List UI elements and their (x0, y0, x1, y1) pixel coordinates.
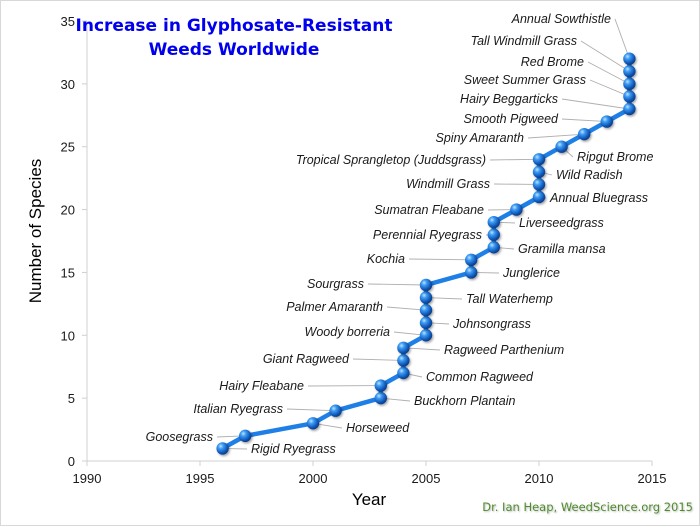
leader-line (562, 99, 629, 109)
data-point-marker (488, 241, 500, 253)
y-tick-label: 30 (61, 77, 75, 92)
data-point-marker (329, 405, 341, 417)
point-label: Tall Waterhemp (466, 292, 553, 306)
data-point-marker (239, 430, 251, 442)
point-label: Common Ragweed (426, 370, 534, 384)
data-point-marker (623, 103, 635, 115)
data-point-marker (307, 417, 319, 429)
y-tick-label: 25 (61, 140, 75, 155)
point-label: Palmer Amaranth (286, 300, 383, 314)
x-tick-label: 2015 (638, 471, 667, 486)
point-label: Ripgut Brome (577, 150, 653, 164)
data-point-marker (510, 203, 522, 215)
point-label: Liverseedgrass (519, 216, 604, 230)
point-label: Italian Ryegrass (193, 402, 283, 416)
data-point-marker (420, 329, 432, 341)
data-point-marker (397, 367, 409, 379)
data-point-marker (623, 65, 635, 77)
data-point-marker (420, 304, 432, 316)
chart-title-line-1: Increase in Glyphosate-Resistant (76, 16, 393, 36)
data-point-marker (578, 128, 590, 140)
data-point-marker (533, 153, 545, 165)
x-tick-label: 2000 (299, 471, 328, 486)
data-point-marker (397, 354, 409, 366)
point-label: Gramilla mansa (518, 242, 606, 256)
chart-title-line-2: Weeds Worldwide (149, 40, 320, 60)
point-labels: Rigid Ryegrass Goosegrass Horseweed Italian… (146, 12, 654, 456)
x-axis-title: Year (352, 490, 387, 509)
point-label: Ragweed Parthenium (444, 343, 564, 357)
point-label: Windmill Grass (406, 177, 490, 191)
point-label: Hairy Beggarticks (460, 92, 558, 106)
leader-line (562, 119, 607, 122)
x-tick-label: 1990 (73, 471, 102, 486)
point-label: Spiny Amaranth (436, 131, 525, 145)
point-label: Horseweed (346, 421, 410, 435)
point-label: Annual Sowthistle (511, 12, 611, 26)
y-tick-label: 5 (68, 391, 75, 406)
leader-line (615, 19, 629, 59)
point-label: Sumatran Fleabane (374, 203, 484, 217)
data-point-marker (601, 115, 613, 127)
point-label: Rigid Ryegrass (251, 442, 336, 456)
leader-line (409, 259, 471, 260)
leader-line (581, 41, 629, 71)
point-label: Junglerice (502, 266, 560, 280)
y-tick-label: 0 (68, 454, 75, 469)
point-label: Tall Windmill Grass (471, 34, 577, 48)
point-label: Smooth Pigweed (463, 112, 559, 126)
data-point-marker (465, 266, 477, 278)
leader-line (490, 159, 539, 160)
y-tick-label: 20 (61, 203, 75, 218)
data-point-marker (375, 379, 387, 391)
point-label: Johnsongrass (452, 317, 531, 331)
data-point-marker (420, 291, 432, 303)
y-tick-label: 35 (61, 14, 75, 29)
point-label: Woody borreria (305, 325, 390, 339)
point-label: Sweet Summer Grass (464, 73, 586, 87)
x-tick-label: 2005 (412, 471, 441, 486)
leader-line (588, 62, 629, 84)
data-point-marker (555, 141, 567, 153)
data-point-marker (216, 442, 228, 454)
data-point-marker (533, 178, 545, 190)
data-point-marker (488, 216, 500, 228)
point-label: Hairy Fleabane (219, 379, 304, 393)
data-point-marker (623, 53, 635, 65)
point-label: Goosegrass (146, 430, 213, 444)
point-label: Sourgrass (307, 277, 364, 291)
data-point-marker (375, 392, 387, 404)
data-point-marker (465, 254, 477, 266)
data-point-marker (623, 90, 635, 102)
data-point-marker (420, 317, 432, 329)
data-point-marker (533, 191, 545, 203)
credit-text: Dr. Ian Heap, WeedScience.org 2015 (482, 500, 693, 514)
point-label: Kochia (367, 252, 405, 266)
x-tick-label: 2010 (525, 471, 554, 486)
data-point-marker (488, 229, 500, 241)
y-tick-label: 15 (61, 265, 75, 280)
leader-line (368, 284, 426, 285)
data-point-marker (533, 166, 545, 178)
y-tick-label: 10 (61, 328, 75, 343)
point-label: Buckhorn Plantain (414, 394, 516, 408)
point-label: Red Brome (521, 55, 584, 69)
point-label: Tropical Sprangletop (Juddsgrass) (296, 153, 486, 167)
data-point-marker (420, 279, 432, 291)
x-tick-label: 1995 (186, 471, 215, 486)
leader-line (287, 409, 336, 411)
point-label: Perennial Ryegrass (373, 228, 482, 242)
point-label: Wild Radish (556, 168, 623, 182)
leader-line (353, 359, 403, 360)
y-axis-title: Number of Species (26, 159, 45, 304)
point-label: Giant Ragweed (263, 352, 350, 366)
point-label: Annual Bluegrass (549, 191, 648, 205)
data-point-marker (397, 342, 409, 354)
data-point-marker (623, 78, 635, 90)
